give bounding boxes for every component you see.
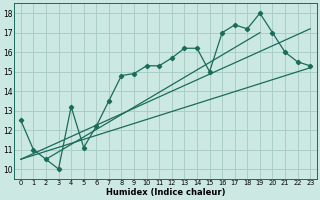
X-axis label: Humidex (Indice chaleur): Humidex (Indice chaleur) [106,188,225,197]
